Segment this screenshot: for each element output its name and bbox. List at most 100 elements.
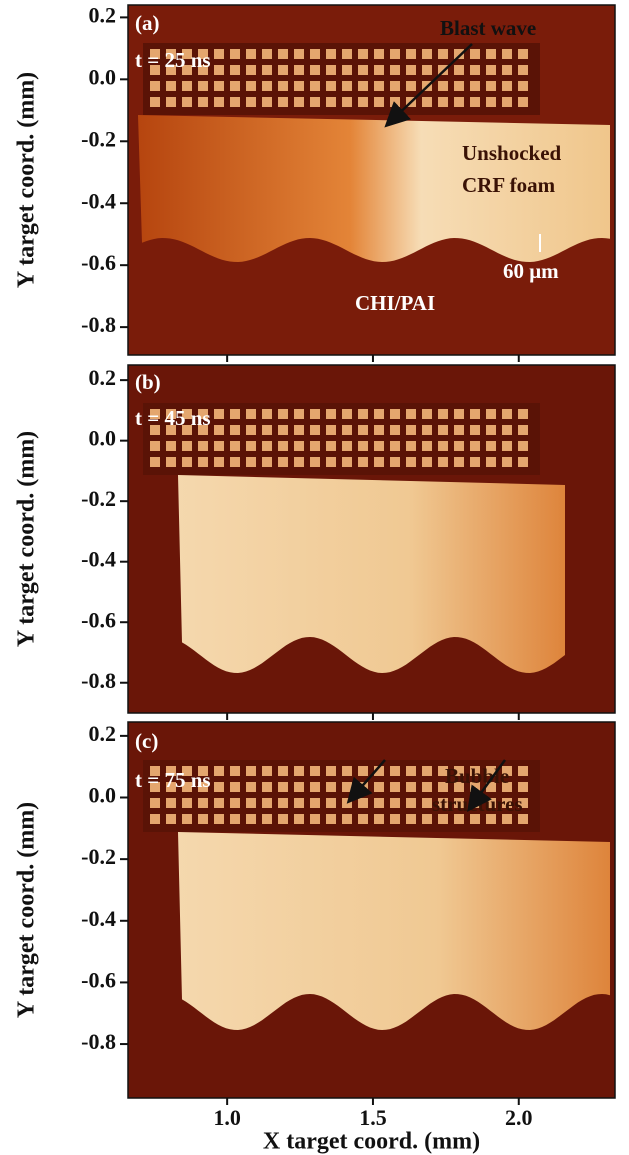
mesh-cell — [246, 782, 256, 792]
mesh-cell — [214, 798, 224, 808]
figure: 0.20.0-0.2-0.4-0.6-0.8Y target coord. (m… — [0, 0, 629, 1155]
mesh-cell — [214, 97, 224, 107]
mesh-cell — [374, 409, 384, 419]
mesh-cell — [150, 441, 160, 451]
mesh-cell — [438, 457, 448, 467]
mesh-cell — [230, 814, 240, 824]
mesh-cell — [230, 441, 240, 451]
mesh-cell — [342, 782, 352, 792]
mesh-cell — [182, 814, 192, 824]
mesh-cell — [358, 814, 368, 824]
annotation: (b) — [135, 370, 161, 394]
mesh-cell — [214, 425, 224, 435]
mesh-cell — [454, 441, 464, 451]
y-tick-label: 0.0 — [89, 64, 117, 89]
mesh-cell — [166, 81, 176, 91]
mesh-cell — [422, 97, 432, 107]
mesh-cell — [454, 425, 464, 435]
annotation: t = 75 ns — [135, 768, 211, 792]
mesh-cell — [310, 425, 320, 435]
mesh-cell — [182, 457, 192, 467]
mesh-cell — [502, 49, 512, 59]
mesh-cell — [422, 425, 432, 435]
mesh-cell — [246, 409, 256, 419]
mesh-cell — [262, 457, 272, 467]
mesh-cell — [278, 782, 288, 792]
panels: 0.20.0-0.2-0.4-0.6-0.8Y target coord. (m… — [14, 2, 616, 1154]
mesh-cell — [374, 457, 384, 467]
mesh-cell — [214, 49, 224, 59]
mesh-cell — [326, 425, 336, 435]
mesh-cell — [518, 457, 528, 467]
mesh-cell — [390, 425, 400, 435]
mesh-cell — [326, 81, 336, 91]
mesh-cell — [406, 782, 416, 792]
mesh-cell — [342, 49, 352, 59]
mesh-cell — [390, 81, 400, 91]
mesh-cell — [230, 457, 240, 467]
mesh-cell — [454, 457, 464, 467]
annotation: Unshocked — [462, 141, 562, 165]
mesh-cell — [214, 766, 224, 776]
mesh-cell — [358, 409, 368, 419]
mesh-cell — [294, 425, 304, 435]
mesh-cell — [438, 49, 448, 59]
mesh-cell — [502, 65, 512, 75]
mesh-cell — [278, 766, 288, 776]
mesh-cell — [486, 49, 496, 59]
y-tick-label: 0.0 — [89, 783, 117, 808]
mesh-cell — [246, 97, 256, 107]
mesh-cell — [166, 798, 176, 808]
mesh-cell — [358, 441, 368, 451]
mesh-cell — [422, 49, 432, 59]
mesh-cell — [342, 65, 352, 75]
mesh-cell — [150, 81, 160, 91]
x-tick-label: 1.5 — [359, 1105, 387, 1130]
mesh-cell — [326, 766, 336, 776]
annotation: (a) — [135, 11, 160, 35]
mesh-cell — [390, 766, 400, 776]
y-tick-label: -0.8 — [81, 668, 116, 693]
mesh-cell — [310, 81, 320, 91]
mesh-cell — [214, 81, 224, 91]
mesh-cell — [262, 798, 272, 808]
mesh-cell — [374, 49, 384, 59]
mesh-cell — [390, 457, 400, 467]
mesh-cell — [182, 81, 192, 91]
mesh-cell — [326, 65, 336, 75]
mesh-cell — [374, 814, 384, 824]
mesh-cell — [422, 409, 432, 419]
mesh-cell — [262, 425, 272, 435]
y-tick-label: 0.0 — [89, 426, 117, 451]
mesh-cell — [518, 425, 528, 435]
mesh-cell — [470, 457, 480, 467]
mesh-cell — [198, 81, 208, 91]
mesh-cell — [326, 782, 336, 792]
mesh-cell — [262, 97, 272, 107]
mesh-cell — [406, 425, 416, 435]
y-tick-label: 0.2 — [89, 721, 117, 746]
y-tick-label: -0.4 — [81, 547, 116, 572]
mesh-cell — [502, 409, 512, 419]
mesh-cell — [150, 97, 160, 107]
mesh-cell — [230, 425, 240, 435]
mesh-cell — [214, 441, 224, 451]
y-tick-label: -0.4 — [81, 906, 116, 931]
mesh-cell — [374, 798, 384, 808]
mesh-cell — [422, 65, 432, 75]
mesh-cell — [502, 457, 512, 467]
mesh-cell — [246, 457, 256, 467]
mesh-cell — [454, 65, 464, 75]
mesh-cell — [230, 65, 240, 75]
mesh-cell — [278, 81, 288, 91]
mesh-cell — [438, 409, 448, 419]
mesh-cell — [358, 65, 368, 75]
mesh-cell — [310, 97, 320, 107]
mesh-cell — [230, 97, 240, 107]
mesh-cell — [166, 814, 176, 824]
mesh-cell — [470, 49, 480, 59]
mesh-cell — [374, 425, 384, 435]
mesh-cell — [278, 441, 288, 451]
y-tick-label: -0.8 — [81, 1029, 116, 1054]
mesh-cell — [278, 425, 288, 435]
